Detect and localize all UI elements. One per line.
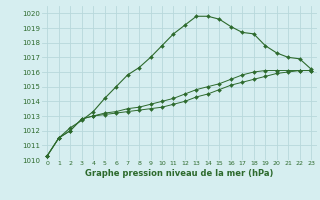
X-axis label: Graphe pression niveau de la mer (hPa): Graphe pression niveau de la mer (hPa) (85, 169, 273, 178)
